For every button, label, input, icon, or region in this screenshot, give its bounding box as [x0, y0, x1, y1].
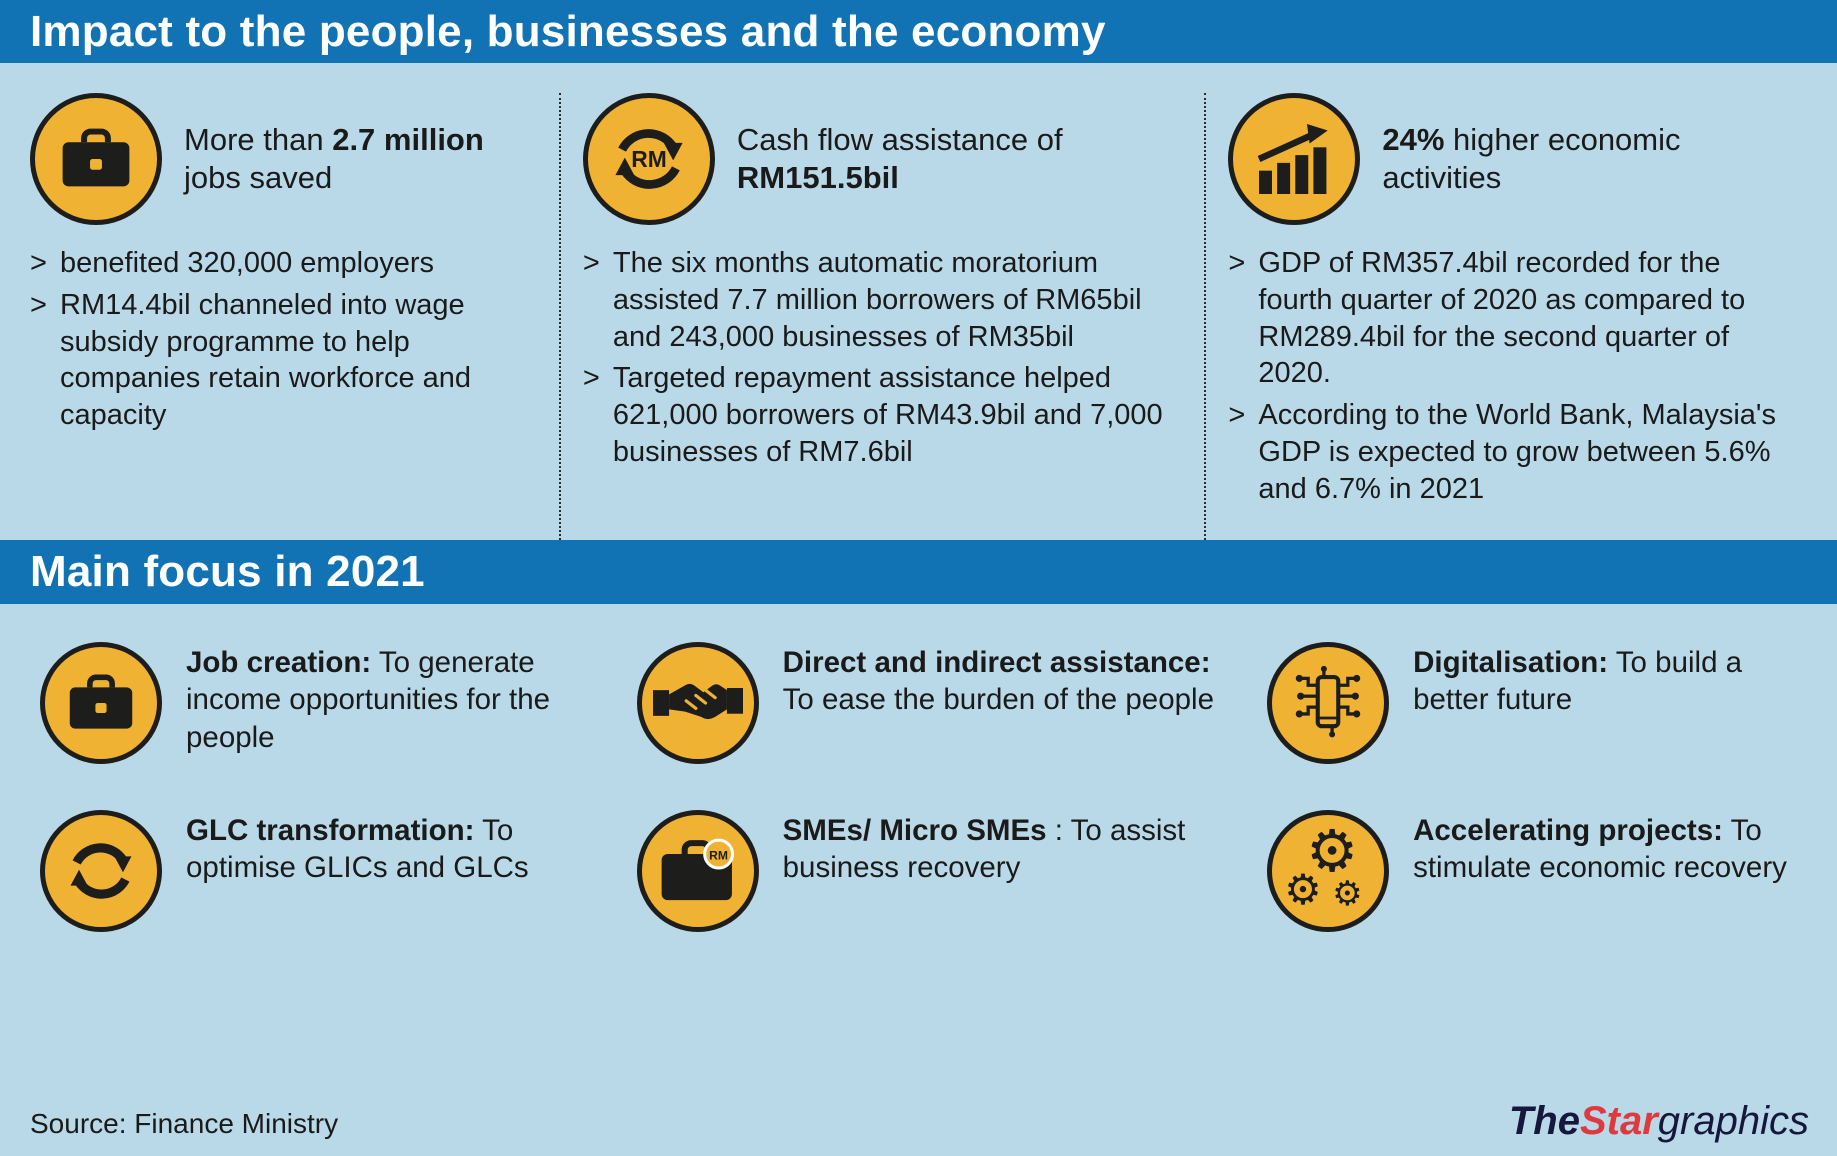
focus-label: Direct and indirect assistance: To ease … — [783, 644, 1233, 719]
focus-label: SMEs/ Micro SMEs : To assist business re… — [783, 812, 1233, 887]
sme-briefcase-icon: RM — [636, 810, 759, 932]
bullet-marker: > — [30, 247, 47, 279]
focus-item-digitalisation: Digitalisation: To build a better future — [1267, 642, 1821, 764]
impact-column-cashflow: RM Cash flow assistance of RM151.5bil > … — [558, 93, 1204, 540]
gears-icon: ⚙ ⚙ ⚙ — [1267, 810, 1390, 932]
focus-item-job-creation: Job creation: To generate income opportu… — [40, 642, 637, 764]
focus-label: GLC transformation: To optimise GLICs an… — [186, 812, 603, 887]
impact-column-header: More than 2.7 million jobs saved — [30, 93, 535, 225]
heading-text: Cash flow assistance of — [736, 122, 1063, 158]
digitalisation-icon — [1267, 642, 1390, 764]
bullet-marker: > — [582, 362, 600, 395]
bullet-text: GDP of RM357.4bil recorded for the fourt… — [1258, 247, 1746, 390]
source-credit: Source: Finance Ministry — [30, 1108, 339, 1139]
publisher-logo: TheStargraphics — [1509, 1099, 1809, 1144]
impact-heading: Cash flow assistance of RM151.5bil — [737, 121, 1180, 197]
focus-label-rest: To build a better future — [1413, 646, 1743, 717]
focus-label-rest: To ease the burden of the people — [782, 683, 1214, 717]
impact-column-header: 24% higher economic activities — [1228, 93, 1799, 225]
logo-star: Star — [1579, 1099, 1658, 1143]
focus-section-header: Main focus in 2021 — [0, 540, 1837, 604]
gear-icon: ⚙ — [1332, 875, 1363, 913]
impact-section-title: Impact to the people, businesses and the… — [30, 6, 1106, 56]
focus-label: Accelerating projects: To stimulate econ… — [1413, 812, 1787, 887]
heading-text: More than — [184, 122, 333, 158]
focus-label-rest: To stimulate economic recovery — [1413, 814, 1787, 885]
heading-bold-text: 2.7 million — [332, 122, 484, 158]
focus-label-bold: Accelerating projects: — [1413, 814, 1723, 847]
bullet-item: > benefited 320,000 employers — [30, 245, 535, 282]
impact-heading: More than 2.7 million jobs saved — [184, 121, 484, 197]
focus-label-rest: To generate income opportunities for the… — [186, 646, 551, 754]
focus-label-bold: SMEs/ Micro SMEs — [782, 814, 1047, 847]
bullet-item: > RM14.4bil channeled into wage subsidy … — [30, 287, 535, 434]
impact-bullets: > GDP of RM357.4bil recorded for the fou… — [1228, 245, 1799, 508]
cycle-icon — [40, 810, 162, 932]
bullet-marker: > — [582, 247, 600, 279]
logo-the: The — [1508, 1099, 1580, 1143]
focus-label-bold: GLC transformation: — [186, 814, 475, 847]
impact-column-header: RM Cash flow assistance of RM151.5bil — [582, 93, 1180, 225]
focus-section-title: Main focus in 2021 — [30, 547, 425, 596]
briefcase-icon — [40, 642, 162, 764]
bar-chart-icon — [1228, 93, 1361, 225]
focus-label-bold: Direct and indirect assistance: — [782, 646, 1211, 679]
focus-label-bold: Job creation: — [186, 646, 372, 679]
bullet-text: benefited 320,000 employers — [60, 247, 435, 279]
impact-heading: 24% higher economic activities — [1382, 121, 1799, 197]
impact-column-jobs: More than 2.7 million jobs saved > benef… — [30, 93, 559, 540]
focus-item-smes: RM SMEs/ Micro SMEs : To assist business… — [636, 810, 1267, 932]
bullet-item: > Targeted repayment assistance helped 6… — [583, 360, 1180, 470]
logo-graphics: graphics — [1657, 1099, 1809, 1143]
bullet-text: The six months automatic moratorium assi… — [612, 247, 1142, 353]
heading-text: higher economic activities — [1382, 122, 1681, 195]
impact-bullets: > benefited 320,000 employers > RM14.4bi… — [30, 245, 535, 434]
impact-section: More than 2.7 million jobs saved > benef… — [0, 63, 1837, 540]
focus-item-glc: GLC transformation: To optimise GLICs an… — [40, 810, 637, 932]
svg-text:RM: RM — [631, 146, 667, 172]
focus-label: Job creation: To generate income opportu… — [186, 644, 603, 756]
bullet-marker: > — [30, 288, 47, 321]
focus-label-bold: Digitalisation: — [1413, 646, 1609, 679]
focus-label-rest: : To assist business recovery — [782, 814, 1186, 885]
bullet-text: Targeted repayment assistance helped 621… — [612, 362, 1163, 469]
svg-text:RM: RM — [709, 848, 728, 862]
bullet-marker: > — [1228, 399, 1246, 432]
focus-section: Job creation: To generate income opportu… — [0, 604, 1837, 1090]
handshake-icon — [636, 642, 759, 764]
heading-bold-text: 24% — [1382, 122, 1445, 158]
impact-column-economy: 24% higher economic activities > GDP of … — [1204, 93, 1823, 540]
bullet-text: According to the World Bank, Malaysia's … — [1258, 399, 1776, 505]
heading-text: jobs saved — [184, 160, 333, 195]
bullet-item: > According to the World Bank, Malaysia'… — [1228, 397, 1799, 507]
focus-item-projects: ⚙ ⚙ ⚙ Accelerating projects: To stimulat… — [1267, 810, 1821, 932]
gear-icon: ⚙ — [1284, 866, 1322, 913]
bullet-text: RM14.4bil channeled into wage subsidy pr… — [60, 288, 472, 432]
bullet-item: > GDP of RM357.4bil recorded for the fou… — [1228, 245, 1799, 392]
impact-section-header: Impact to the people, businesses and the… — [0, 0, 1837, 63]
focus-label: Digitalisation: To build a better future — [1413, 644, 1787, 719]
bullet-item: > The six months automatic moratorium as… — [583, 245, 1180, 355]
focus-item-assistance: Direct and indirect assistance: To ease … — [636, 642, 1267, 764]
focus-label-rest: To optimise GLICs and GLCs — [186, 814, 529, 885]
briefcase-icon — [30, 93, 162, 225]
rm-cycle-icon: RM — [582, 93, 715, 225]
impact-bullets: > The six months automatic moratorium as… — [583, 245, 1180, 471]
heading-bold-text: RM151.5bil — [736, 160, 899, 195]
gear-icon: ⚙ — [1306, 819, 1359, 884]
gears-glyphs: ⚙ ⚙ ⚙ — [1272, 815, 1384, 927]
bullet-marker: > — [1228, 247, 1246, 279]
